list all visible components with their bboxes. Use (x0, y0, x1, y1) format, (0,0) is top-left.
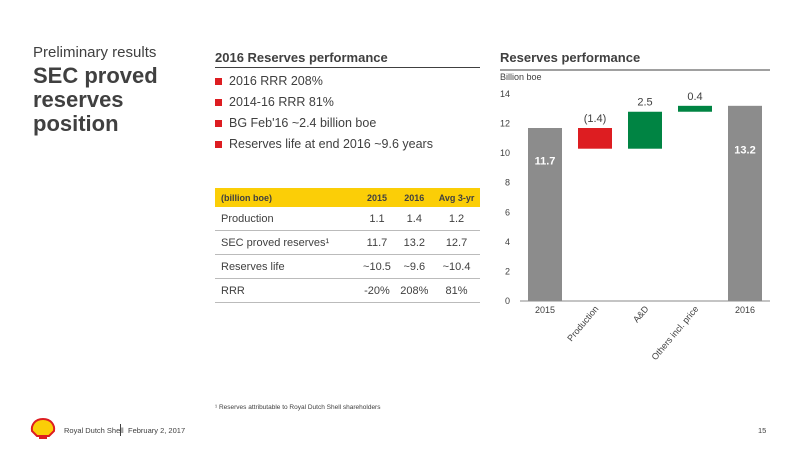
value-label: 2.5 (637, 97, 652, 109)
x-tick-label: 2015 (535, 305, 555, 315)
slide-title: SEC proved reserves position (33, 63, 158, 136)
table-cell: ~10.5 (358, 254, 396, 279)
table-cell: 13.2 (395, 230, 434, 255)
chart-title: Reserves performance (500, 50, 640, 65)
table-cell: 11.7 (358, 230, 396, 255)
value-label: (1.4) (584, 113, 607, 125)
x-tick-label: A&D (631, 303, 651, 324)
x-tick-label: 2016 (735, 305, 755, 315)
y-tick-label: 14 (500, 89, 510, 99)
table-row: Reserves life ~10.5 ~9.6 ~10.4 (215, 254, 480, 279)
value-label: 11.7 (535, 156, 556, 168)
table-cell: Production (215, 207, 359, 231)
x-tick-label: Others incl. price (649, 304, 700, 362)
bar (628, 111, 662, 149)
section-title: 2016 Reserves performance (215, 50, 388, 65)
table-cell: RRR (215, 278, 359, 303)
bullet: 2016 RRR 208% (215, 74, 433, 95)
table-cell: 12.7 (433, 230, 480, 255)
y-tick-label: 2 (505, 266, 510, 276)
bar (528, 128, 562, 301)
value-label: 0.4 (687, 91, 702, 103)
table-cell: 1.1 (358, 207, 396, 231)
table-cell: 1.2 (433, 207, 480, 231)
y-tick-label: 6 (505, 207, 510, 217)
bullet-list: 2016 RRR 208% 2014-16 RRR 81% BG Feb'16 ~2… (215, 74, 433, 158)
y-tick-label: 4 (505, 237, 510, 247)
table-row: Production 1.1 1.4 1.2 (215, 207, 480, 231)
table-cell: -20% (358, 278, 396, 303)
footnote: ¹ Reserves attributable to Royal Dutch S… (215, 404, 381, 411)
chart: Reserves performance Billion boe 0 2 4 6 8 10… (500, 50, 770, 362)
rule (215, 67, 480, 68)
table-cell: SEC proved reserves¹ (215, 230, 359, 255)
bullet: Reserves life at end 2016 ~9.6 years (215, 137, 433, 158)
bullet: 2014-16 RRR 81% (215, 95, 433, 116)
table-cell: 208% (395, 278, 434, 303)
column-header: (billion boe) (215, 188, 359, 207)
divider (120, 424, 121, 436)
y-tick-label: 12 (500, 119, 510, 129)
x-tick-label: Production (565, 304, 600, 343)
date: February 2, 2017 (128, 426, 186, 435)
table-cell: ~9.6 (395, 254, 434, 279)
page-number: 15 (758, 426, 767, 435)
table-cell: ~10.4 (433, 254, 480, 279)
value-label: 13.2 (734, 144, 755, 156)
column-header: Avg 3-yr (433, 188, 480, 207)
table-cell: 1.4 (395, 207, 434, 231)
bar (678, 105, 712, 112)
bullet: BG Feb'16 ~2.4 billion boe (215, 116, 433, 137)
reserves-table: (billion boe) 2015 2016 Avg 3-yr Production 1… (215, 188, 480, 303)
table-cell: Reserves life (215, 254, 359, 279)
table-cell: 81% (433, 278, 480, 303)
y-tick-label: 8 (505, 178, 510, 188)
company: Royal Dutch Shell (64, 426, 124, 435)
column-header: 2015 (358, 188, 396, 207)
column-header: 2016 (395, 188, 434, 207)
table-row: SEC proved reserves¹ 11.7 13.2 12.7 (215, 230, 480, 255)
bar (578, 128, 612, 149)
kicker: Preliminary results (33, 44, 157, 61)
table-row: RRR -20% 208% 81% (215, 278, 480, 303)
y-axis-label: Billion boe (500, 72, 542, 82)
shell-logo (30, 418, 56, 439)
y-tick-label: 0 (505, 296, 510, 306)
y-tick-label: 10 (500, 148, 510, 158)
bar (728, 105, 762, 301)
